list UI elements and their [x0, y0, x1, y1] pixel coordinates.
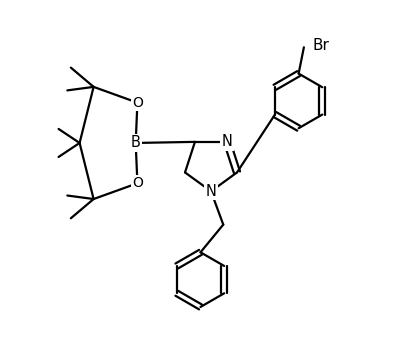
Text: O: O: [132, 176, 143, 190]
Text: N: N: [206, 184, 217, 199]
Text: O: O: [132, 96, 143, 110]
Text: N: N: [222, 134, 233, 150]
Text: B: B: [131, 135, 141, 151]
Text: Br: Br: [313, 38, 330, 53]
